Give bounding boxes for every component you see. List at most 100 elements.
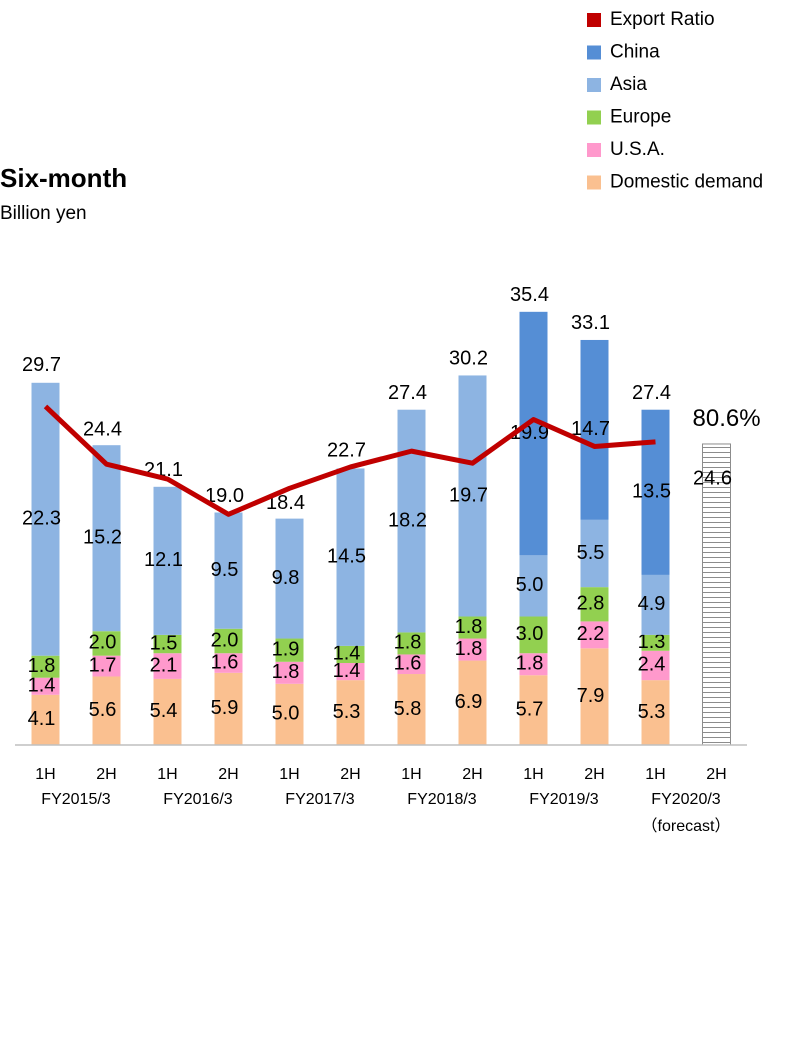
data-label: 2.0 bbox=[89, 632, 117, 654]
bar-segment bbox=[458, 375, 487, 617]
data-label: 1.4 bbox=[333, 643, 361, 665]
data-label: 2.4 bbox=[638, 654, 666, 676]
bar-segment bbox=[580, 621, 609, 649]
bar-segment bbox=[153, 678, 182, 745]
legend-swatch bbox=[587, 143, 601, 157]
total-label: 18.4 bbox=[266, 492, 305, 514]
data-label: 3.0 bbox=[516, 623, 544, 645]
data-label: 1.4 bbox=[28, 675, 56, 697]
data-label: 1.8 bbox=[272, 661, 300, 683]
bar-segment bbox=[336, 680, 365, 745]
legend-label: Europe bbox=[610, 107, 671, 128]
data-label: 18.2 bbox=[388, 509, 427, 531]
data-label: 1.8 bbox=[455, 638, 483, 660]
x-group-label: FY2019/3 bbox=[529, 791, 598, 808]
bar-segment bbox=[92, 445, 121, 632]
data-label: 1.8 bbox=[28, 655, 56, 677]
data-label: 1.9 bbox=[272, 638, 300, 660]
data-label: 2.8 bbox=[577, 593, 605, 615]
data-label: 4.1 bbox=[28, 708, 56, 730]
legend-swatch bbox=[587, 175, 601, 190]
bar-segment bbox=[519, 555, 548, 617]
bar-segment bbox=[641, 634, 670, 651]
bar-segment bbox=[519, 311, 548, 556]
ratio-line bbox=[43, 404, 656, 517]
data-label: 5.5 bbox=[577, 542, 605, 564]
bar-segment bbox=[214, 672, 243, 745]
data-label: 6.9 bbox=[455, 691, 483, 713]
bar-segment bbox=[92, 676, 121, 745]
data-label: 14.5 bbox=[327, 545, 366, 567]
data-label: 1.5 bbox=[150, 632, 178, 654]
total-label: 19.0 bbox=[205, 485, 244, 507]
bar-segment bbox=[275, 638, 304, 662]
bar-segment bbox=[458, 660, 487, 745]
x-tick-label: 2H bbox=[462, 766, 482, 783]
bar-segment bbox=[153, 634, 182, 654]
line-label: 80.6% bbox=[693, 405, 761, 432]
bar-segment bbox=[275, 683, 304, 745]
x-group-label: FY2016/3 bbox=[163, 791, 232, 808]
x-tick-label: 2H bbox=[218, 766, 238, 783]
chart-subtitle: Billion yen bbox=[0, 203, 87, 224]
total-label: 27.4 bbox=[632, 382, 671, 404]
data-label: 1.6 bbox=[211, 651, 239, 673]
bar-segment bbox=[580, 519, 609, 588]
forecast-bar bbox=[702, 443, 731, 746]
x-tick-label: 2H bbox=[584, 766, 604, 783]
data-label: 15.2 bbox=[83, 526, 122, 548]
data-label: 22.3 bbox=[22, 508, 61, 530]
bar-segment bbox=[153, 486, 182, 635]
data-label: 1.8 bbox=[394, 632, 422, 654]
bar-segment bbox=[275, 661, 304, 684]
data-label: 5.8 bbox=[394, 698, 422, 720]
bar-segment bbox=[31, 382, 60, 656]
bar-segment bbox=[92, 631, 121, 656]
legend-label: Export Ratio bbox=[610, 9, 715, 30]
bar-segment bbox=[580, 648, 609, 745]
data-label: 5.0 bbox=[272, 703, 300, 725]
data-label: 5.9 bbox=[211, 697, 239, 719]
data-label: 2.1 bbox=[150, 654, 178, 676]
x-tick-label: 2H bbox=[706, 766, 726, 783]
data-label: 1.4 bbox=[333, 660, 361, 682]
bar-segment bbox=[641, 680, 670, 745]
bar-segment bbox=[336, 663, 365, 681]
total-label: 27.4 bbox=[388, 382, 427, 404]
legend-swatch bbox=[587, 45, 601, 60]
bar-segment bbox=[397, 632, 426, 655]
data-label: 9.8 bbox=[272, 567, 300, 589]
data-label: 5.4 bbox=[150, 700, 178, 722]
bar-segment bbox=[458, 638, 487, 661]
bar-segment bbox=[397, 654, 426, 675]
bar-segment bbox=[275, 518, 304, 639]
data-label: 13.5 bbox=[632, 481, 671, 503]
x-tick-label: 1H bbox=[279, 766, 299, 783]
legend-label: Domestic demand bbox=[610, 172, 763, 193]
bar-segment bbox=[31, 655, 60, 678]
bar-segment bbox=[519, 653, 548, 676]
bar-segment bbox=[458, 616, 487, 639]
data-label: 1.7 bbox=[89, 654, 117, 676]
total-label: 22.7 bbox=[327, 440, 366, 462]
bar-segment bbox=[92, 655, 121, 677]
data-label: 2.2 bbox=[577, 623, 605, 645]
bar-segment bbox=[580, 587, 609, 622]
bar-segment bbox=[641, 650, 670, 681]
total-label: 30.2 bbox=[449, 348, 488, 370]
bar-segment bbox=[641, 574, 670, 635]
bar-segment bbox=[153, 653, 182, 679]
total-label: 29.7 bbox=[22, 354, 61, 376]
bar-segment bbox=[641, 409, 670, 575]
data-label: 1.8 bbox=[516, 653, 544, 675]
bar-segment bbox=[397, 674, 426, 745]
bar-segment bbox=[31, 677, 60, 695]
data-label: 5.7 bbox=[516, 698, 544, 720]
data-label: 5.6 bbox=[89, 699, 117, 721]
data-label: 1.8 bbox=[455, 616, 483, 638]
total-label: 24.4 bbox=[83, 419, 122, 441]
legend-label: U.S.A. bbox=[610, 139, 665, 160]
data-label: 5.0 bbox=[516, 574, 544, 596]
x-tick-label: 2H bbox=[96, 766, 116, 783]
